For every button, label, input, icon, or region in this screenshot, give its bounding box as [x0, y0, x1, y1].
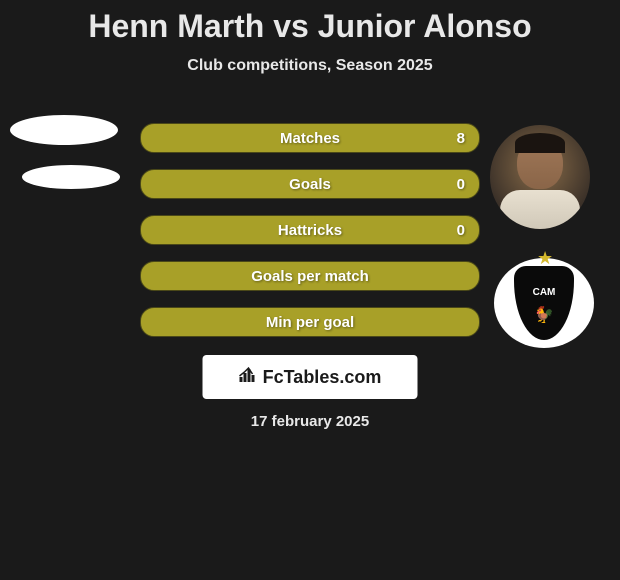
stat-value-matches: 8: [457, 130, 465, 147]
rooster-icon: 🐓: [534, 305, 554, 325]
club-badge-inner: CAM 🐓: [514, 266, 574, 340]
club-badge: ★ CAM 🐓: [494, 258, 594, 348]
stat-bar-matches: Matches 8: [140, 123, 480, 153]
player-right-avatar-wrap: [490, 125, 590, 229]
page-title: Henn Marth vs Junior Alonso: [0, 0, 620, 45]
player-left-ellipse-2: [22, 165, 120, 189]
player-left-ellipse-1: [10, 115, 118, 145]
stat-label-goals: Goals: [289, 176, 331, 193]
avatar-shirt: [500, 190, 580, 229]
player-left-placeholder: [10, 115, 120, 189]
stat-label-min-per-goal: Min per goal: [266, 314, 354, 331]
stat-value-hattricks: 0: [457, 222, 465, 239]
stat-bar-hattricks: Hattricks 0: [140, 215, 480, 245]
stat-label-hattricks: Hattricks: [278, 222, 342, 239]
branding-text: FcTables.com: [263, 367, 382, 388]
stat-value-goals: 0: [457, 176, 465, 193]
branding-box: FcTables.com: [203, 355, 418, 399]
chart-bars-icon: [239, 366, 259, 388]
subtitle: Club competitions, Season 2025: [0, 57, 620, 75]
stat-bar-goals-per-match: Goals per match: [140, 261, 480, 291]
stat-bar-goals: Goals 0: [140, 169, 480, 199]
player-right-avatar: [490, 125, 590, 229]
club-badge-wrap: ★ CAM 🐓: [494, 258, 594, 348]
club-badge-text: CAM: [533, 287, 556, 298]
stats-container: Matches 8 Goals 0 Hattricks 0 Goals per …: [140, 123, 480, 353]
avatar-hair: [515, 133, 565, 153]
date-text: 17 february 2025: [251, 413, 369, 430]
stat-label-matches: Matches: [280, 130, 340, 147]
stat-bar-min-per-goal: Min per goal: [140, 307, 480, 337]
stat-label-goals-per-match: Goals per match: [251, 268, 369, 285]
